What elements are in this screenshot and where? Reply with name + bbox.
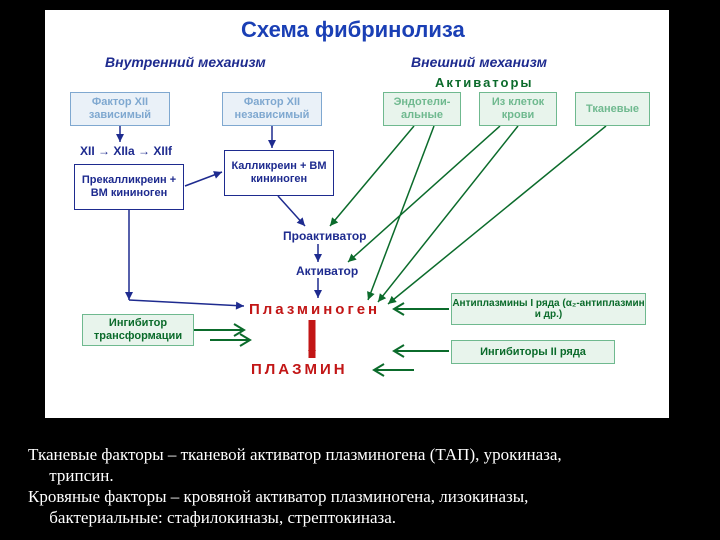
- label-xii: XII → XIIa → XIIf: [80, 145, 172, 158]
- diagram-title: Схема фибринолиза: [241, 18, 465, 42]
- box-b9: Антиплазмины I ряда (α₂-антиплазмин и др…: [451, 293, 646, 325]
- label-plasmin: ПЛАЗМИН: [251, 362, 348, 379]
- header-activators: Активаторы: [435, 76, 533, 90]
- label-proactivator: Проактиватор: [283, 230, 367, 243]
- box-b1: Фактор XII зависимый: [70, 92, 170, 126]
- box-b4: Из клеток крови: [479, 92, 557, 126]
- header-outer: Внешний механизм: [411, 55, 547, 70]
- stage: Схема фибринолиза Внутренний механизм Внеш…: [0, 0, 720, 540]
- label-plasminogen: Плазминоген: [249, 302, 380, 319]
- caption-text: Тканевые факторы – тканевой активатор пл…: [28, 444, 562, 528]
- box-b8: Ингибитор трансформации: [82, 314, 194, 346]
- box-b2: Фактор XII независимый: [222, 92, 322, 126]
- box-b6: Прекалликреин + ВМ кининоген: [74, 164, 184, 210]
- box-b5: Тканевые: [575, 92, 650, 126]
- label-activator: Активатор: [296, 265, 358, 278]
- box-b3: Эндотели- альные: [383, 92, 461, 126]
- box-b7: Калликреин + ВМ кининоген: [224, 150, 334, 196]
- box-b10: Ингибиторы II ряда: [451, 340, 615, 364]
- header-inner: Внутренний механизм: [105, 55, 266, 70]
